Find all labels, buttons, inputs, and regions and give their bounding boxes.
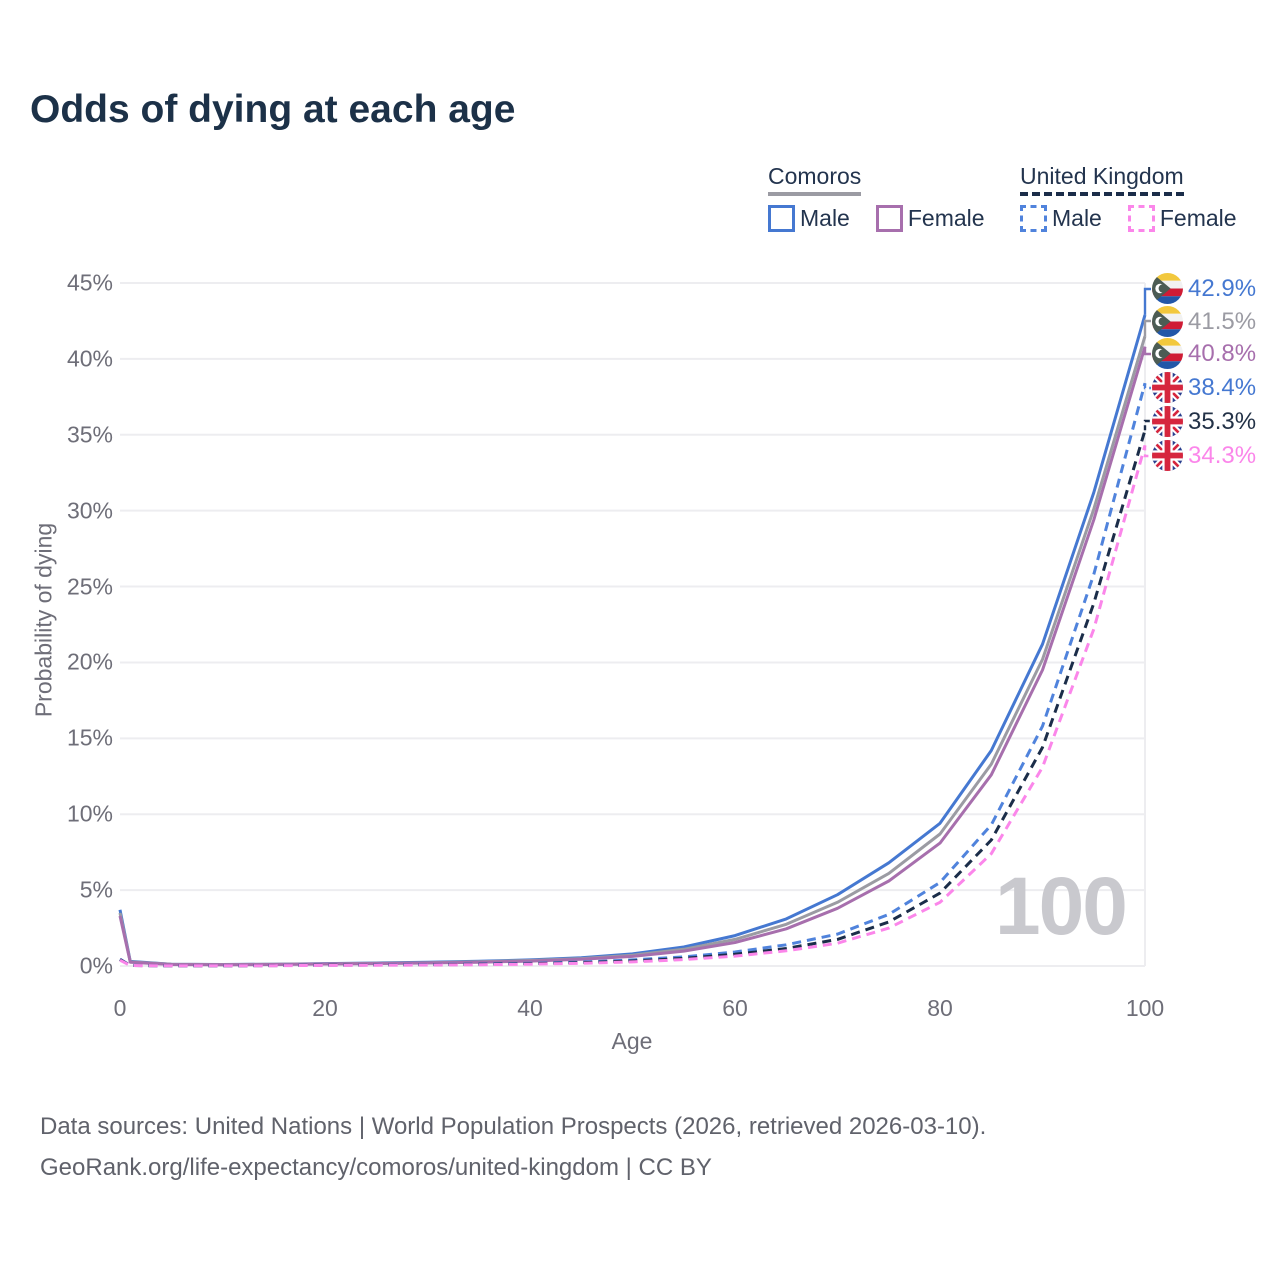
uk-flag-icon bbox=[1152, 406, 1183, 437]
end-label-comoros-male: 42.9% bbox=[1152, 273, 1256, 304]
end-label-value: 41.5% bbox=[1188, 308, 1257, 335]
line-comoros-female bbox=[118, 346, 1147, 967]
end-label-value: 35.3% bbox=[1188, 408, 1257, 435]
legend-group-title-comoros: Comoros bbox=[768, 163, 862, 197]
line-united-kingdom-male bbox=[119, 382, 1147, 968]
end-label-uk-female: 34.3% bbox=[1152, 440, 1256, 471]
y-tick-10: 10% bbox=[66, 800, 113, 827]
legend-item-comoros-female[interactable]: Female bbox=[875, 205, 985, 233]
end-label-comoros-female: 40.8% bbox=[1152, 338, 1256, 369]
footer-attribution: GeoRank.org/life-expectancy/comoros/unit… bbox=[40, 1154, 712, 1181]
y-tick-40: 40% bbox=[66, 345, 113, 372]
page-title: Odds of dying at each age bbox=[30, 88, 516, 131]
line-united-kingdom-female bbox=[119, 444, 1147, 968]
age-watermark: 100 bbox=[995, 861, 1128, 952]
leader-united-kingdom-male bbox=[1143, 383, 1151, 390]
comoros-flag-icon bbox=[1152, 306, 1183, 337]
end-label-comoros-both: 41.5% bbox=[1152, 306, 1256, 337]
legend-item-comoros-male[interactable]: Male bbox=[768, 205, 850, 233]
leader-comoros-male bbox=[1143, 287, 1151, 315]
legend-item-label: Male bbox=[800, 205, 850, 232]
legend-item-uk-male[interactable]: Male bbox=[1020, 205, 1102, 233]
line-comoros-male bbox=[118, 314, 1147, 966]
legend-item-label: Female bbox=[907, 205, 985, 232]
leader-comoros-female bbox=[1143, 346, 1151, 356]
comoros-male-swatch-icon bbox=[768, 205, 795, 233]
uk-female-swatch-icon bbox=[1127, 205, 1155, 233]
legend-group-title-united-kingdom: United Kingdom bbox=[1020, 163, 1184, 197]
x-axis-title: Age bbox=[611, 1028, 653, 1054]
x-tick-0: 0 bbox=[113, 995, 127, 1021]
y-tick-0: 0% bbox=[79, 952, 113, 979]
x-tick-40: 40 bbox=[517, 995, 543, 1021]
uk-flag-icon bbox=[1152, 372, 1183, 403]
comoros-flag-icon bbox=[1152, 338, 1183, 369]
chart-plot bbox=[118, 282, 1151, 968]
line-comoros-both-sexes bbox=[118, 335, 1147, 967]
uk-flag-icon bbox=[1152, 440, 1183, 471]
y-tick-5: 5% bbox=[79, 876, 113, 903]
legend-item-label: Female bbox=[1159, 205, 1237, 232]
y-axis-title: Probability of dying bbox=[30, 522, 57, 718]
footer: Data sources: United Nations | World Pop… bbox=[40, 1106, 986, 1188]
x-tick-80: 80 bbox=[927, 995, 953, 1021]
y-tick-45: 45% bbox=[66, 269, 113, 296]
legend-item-uk-female[interactable]: Female bbox=[1127, 205, 1237, 233]
end-label-value: 40.8% bbox=[1188, 340, 1257, 367]
legend-group-comoros: Comoros Male Female bbox=[768, 163, 985, 233]
x-tick-20: 20 bbox=[312, 995, 338, 1021]
y-tick-35: 35% bbox=[66, 421, 113, 448]
y-tick-20: 20% bbox=[66, 648, 113, 675]
end-label-value: 38.4% bbox=[1188, 374, 1257, 401]
x-tick-60: 60 bbox=[722, 995, 748, 1021]
end-label-uk-male: 38.4% bbox=[1152, 372, 1256, 403]
end-label-value: 42.9% bbox=[1188, 275, 1257, 302]
leader-comoros-both-sexes bbox=[1143, 319, 1151, 337]
leader-united-kingdom-both-sexes bbox=[1143, 419, 1151, 431]
leader-united-kingdom-female bbox=[1143, 445, 1151, 458]
y-tick-25: 25% bbox=[66, 573, 113, 600]
legend-row-comoros: Male Female bbox=[768, 205, 985, 233]
footer-data-sources: Data sources: United Nations | World Pop… bbox=[40, 1113, 987, 1140]
y-tick-15: 15% bbox=[66, 724, 113, 751]
legend-row-united-kingdom: Male Female bbox=[1020, 205, 1237, 233]
legend-item-label: Male bbox=[1052, 205, 1102, 232]
x-tick-100: 100 bbox=[1125, 995, 1165, 1021]
y-tick-30: 30% bbox=[66, 497, 113, 524]
legend-group-united-kingdom: United Kingdom Male Female bbox=[1020, 163, 1237, 233]
uk-male-swatch-icon bbox=[1020, 205, 1047, 233]
end-label-uk-both: 35.3% bbox=[1152, 406, 1256, 437]
comoros-flag-icon bbox=[1152, 273, 1183, 304]
comoros-female-swatch-icon bbox=[875, 205, 903, 233]
end-label-value: 34.3% bbox=[1188, 442, 1257, 469]
